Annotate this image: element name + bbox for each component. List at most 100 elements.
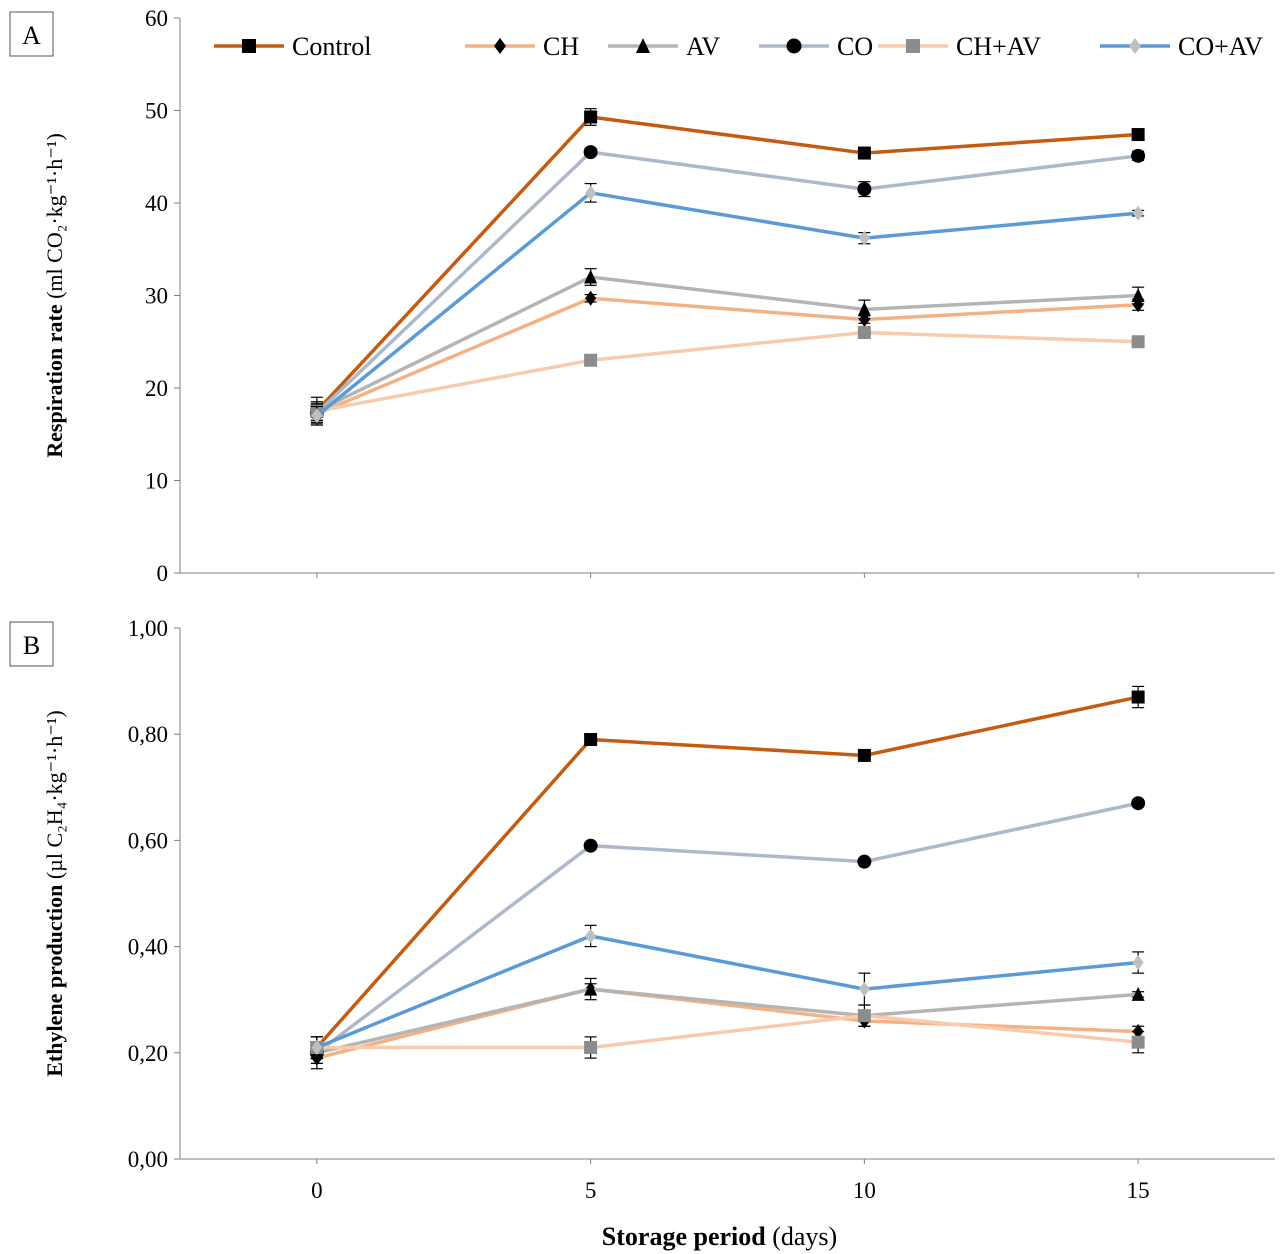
series-line bbox=[315, 115, 1139, 413]
legend-label: Control bbox=[292, 32, 371, 61]
data-point bbox=[857, 182, 872, 197]
series-line bbox=[316, 987, 1139, 1055]
series-line bbox=[315, 190, 1139, 418]
legend-marker bbox=[1129, 38, 1141, 54]
data-point bbox=[583, 145, 598, 160]
panel-label: B bbox=[23, 631, 40, 660]
series-line bbox=[316, 934, 1139, 1050]
series-line bbox=[316, 987, 1139, 1060]
y-tick-label: 0 bbox=[157, 561, 169, 586]
series-co-av bbox=[310, 924, 1145, 1059]
panel-label-box bbox=[9, 621, 54, 667]
legend-label: CH+AV bbox=[956, 32, 1041, 61]
data-point bbox=[584, 110, 598, 124]
legend-marker bbox=[636, 38, 650, 53]
series-ch-av bbox=[310, 326, 1145, 421]
legend-item: CH bbox=[465, 32, 579, 61]
series-av bbox=[310, 977, 1145, 1065]
series-co-av bbox=[310, 182, 1145, 426]
data-point bbox=[1131, 128, 1145, 142]
data-point bbox=[857, 854, 872, 869]
legend-marker bbox=[494, 38, 506, 54]
series-line bbox=[316, 296, 1139, 416]
data-point bbox=[857, 326, 871, 339]
data-point bbox=[1131, 1035, 1145, 1049]
panel-b: 0,00 0,20 0,40 0,60 0,80 1,00 0 5 10 15 B Ethylene … bbox=[9, 616, 1275, 1251]
data-point bbox=[583, 838, 598, 853]
legend-marker bbox=[242, 39, 256, 53]
y-tick-label: 40 bbox=[145, 191, 168, 216]
data-point bbox=[1131, 148, 1146, 163]
data-point bbox=[584, 269, 598, 284]
series-line bbox=[315, 150, 1139, 415]
panel-label: A bbox=[22, 21, 41, 50]
legend-marker bbox=[786, 38, 802, 54]
data-point bbox=[584, 353, 598, 367]
legend-label: AV bbox=[686, 32, 720, 61]
y-axis-label-unit: (µl C₂H₄·kg⁻¹·h⁻¹) bbox=[42, 710, 67, 879]
x-axis-label-bold: Storage period bbox=[602, 1222, 772, 1251]
data-point bbox=[585, 290, 597, 306]
data-point bbox=[857, 301, 871, 316]
data-point bbox=[858, 230, 870, 246]
legend-item: AV bbox=[608, 32, 720, 61]
y-tick-label: 10 bbox=[145, 469, 168, 494]
x-tick-label: 15 bbox=[1127, 1178, 1150, 1203]
legend-item: Control bbox=[214, 32, 371, 61]
data-point bbox=[585, 185, 597, 201]
legend-label: CH bbox=[543, 32, 579, 61]
series-line bbox=[316, 1013, 1139, 1050]
data-point bbox=[1131, 796, 1146, 811]
y-axis-label: Respiration rate (ml CO₂·kg⁻¹·h⁻¹) bbox=[42, 133, 67, 458]
y-axis-label: Ethylene production (µl C₂H₄·kg⁻¹·h⁻¹) bbox=[42, 710, 67, 1077]
y-axis-label-unit: (ml CO₂·kg⁻¹·h⁻¹) bbox=[42, 133, 67, 299]
panel-label-box bbox=[9, 11, 54, 57]
series-ch bbox=[310, 290, 1145, 424]
legend-label: CO bbox=[837, 32, 873, 61]
series-line bbox=[315, 801, 1139, 1055]
legend-item: CH+AV bbox=[878, 32, 1041, 61]
y-tick-label: 0,00 bbox=[128, 1147, 168, 1172]
data-point bbox=[584, 1040, 598, 1054]
y-tick-label: 20 bbox=[145, 376, 168, 401]
data-point bbox=[857, 1009, 871, 1023]
data-point bbox=[1131, 690, 1145, 704]
data-point bbox=[1132, 955, 1144, 971]
series-line bbox=[315, 695, 1139, 1049]
data-point bbox=[311, 1039, 323, 1055]
data-point bbox=[1131, 288, 1145, 302]
data-point bbox=[585, 928, 597, 944]
series-line bbox=[316, 275, 1139, 413]
legend-label: CO+AV bbox=[1178, 32, 1263, 61]
data-point bbox=[584, 733, 598, 747]
data-point bbox=[857, 146, 871, 160]
y-tick-label: 1,00 bbox=[128, 616, 168, 641]
data-point bbox=[1132, 205, 1144, 221]
y-tick-label: 50 bbox=[145, 99, 168, 124]
y-tick-label: 0,40 bbox=[128, 935, 168, 960]
data-point bbox=[858, 981, 870, 997]
x-tick-label: 10 bbox=[853, 1178, 876, 1203]
x-tick-label: 0 bbox=[311, 1178, 323, 1203]
data-point bbox=[1131, 335, 1145, 349]
y-tick-label: 60 bbox=[145, 6, 168, 31]
y-axis-label-bold: Ethylene production bbox=[42, 879, 67, 1077]
y-tick-label: 0,60 bbox=[128, 828, 168, 853]
data-point bbox=[584, 981, 598, 996]
x-tick-label: 5 bbox=[585, 1178, 597, 1203]
y-axis-label-bold: Respiration rate bbox=[42, 299, 67, 458]
data-point bbox=[1131, 986, 1145, 1001]
y-tick-label: 0,20 bbox=[128, 1041, 168, 1066]
x-axis-label-unit: (days) bbox=[772, 1222, 837, 1251]
legend-marker bbox=[906, 39, 920, 53]
panel-a: 0 10 20 30 40 50 60 A Respiration rate (ml CO₂·k… bbox=[9, 6, 1275, 586]
data-point bbox=[311, 408, 323, 424]
series-control bbox=[310, 108, 1145, 426]
series-av bbox=[310, 268, 1145, 421]
legend: Control CH AV CO CH+AV CO+AV bbox=[214, 32, 1263, 61]
series-line bbox=[316, 330, 1139, 413]
y-tick-label: 0,80 bbox=[128, 722, 168, 747]
legend-item: CO+AV bbox=[1100, 32, 1263, 61]
